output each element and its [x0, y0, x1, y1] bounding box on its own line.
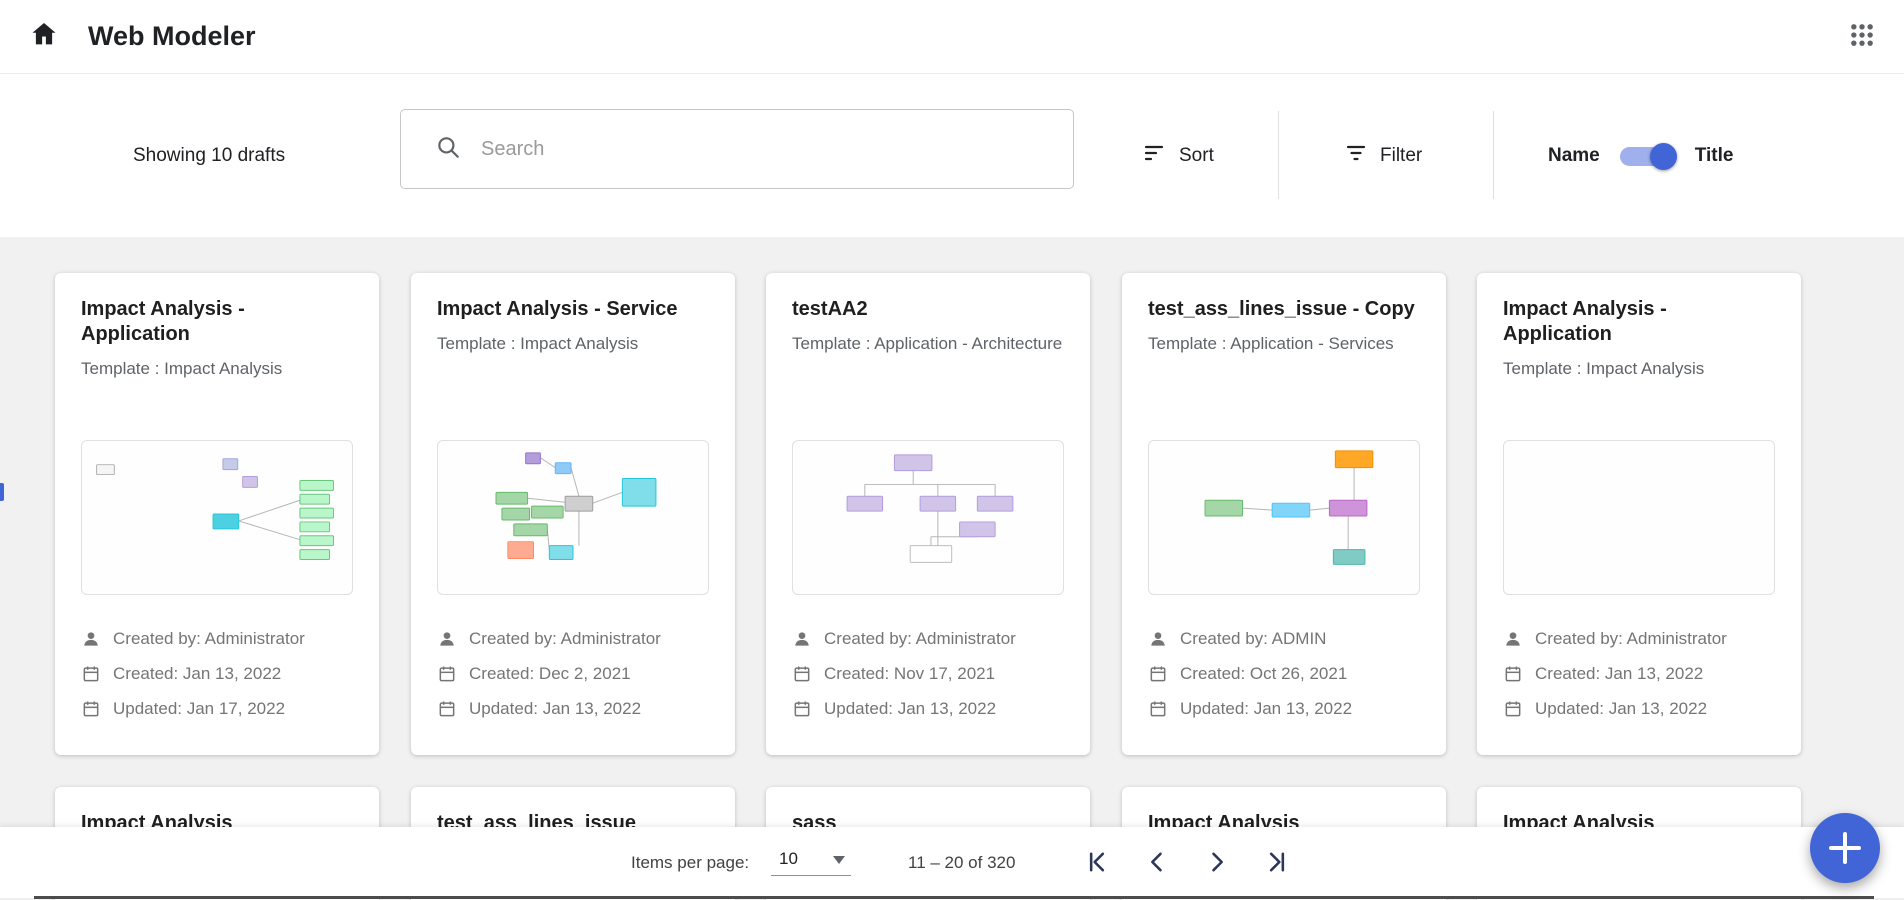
draft-template: Template : Impact Analysis	[81, 359, 283, 378]
page-title: Web Modeler	[88, 21, 256, 51]
draft-template: Template : Impact Analysis	[437, 334, 639, 353]
updated-date-text: Updated: Jan 13, 2022	[469, 699, 642, 718]
toggle-label-name: Name	[1548, 144, 1600, 166]
showing-count-label: Showing 10 drafts	[133, 144, 286, 166]
search-input[interactable]	[481, 137, 1041, 161]
diagram-preview	[846, 454, 1014, 563]
calendar-icon	[1503, 699, 1523, 719]
first-page-icon	[1083, 848, 1111, 879]
calendar-icon	[81, 664, 101, 684]
draft-card[interactable]: testAA2 Template : Application - Archite…	[766, 273, 1090, 755]
updated-date-text: Updated: Jan 13, 2022	[824, 699, 997, 718]
home-button[interactable]	[26, 19, 62, 55]
chevron-down-icon	[833, 849, 845, 869]
pagination-bar: Items per page: 10 11 – 20 of 320	[0, 827, 1904, 898]
calendar-icon	[792, 699, 812, 719]
last-page-icon	[1263, 848, 1291, 879]
search-box[interactable]	[400, 109, 1074, 189]
draft-thumbnail	[1503, 440, 1775, 595]
updated-date-text: Updated: Jan 13, 2022	[1180, 699, 1353, 718]
filter-icon	[1344, 141, 1368, 171]
calendar-icon	[1503, 664, 1523, 684]
chevron-left-icon	[1143, 848, 1171, 879]
updated-date-text: Updated: Jan 17, 2022	[113, 699, 286, 718]
last-page-button[interactable]	[1254, 840, 1300, 886]
draft-title: Impact Analysis - Application	[1503, 298, 1667, 345]
updated-date-text: Updated: Jan 13, 2022	[1535, 699, 1708, 718]
apps-grid-icon	[1848, 21, 1876, 54]
first-page-button[interactable]	[1074, 840, 1120, 886]
draft-template: Template : Application - Services	[1148, 334, 1394, 353]
draft-card[interactable]: Impact Analysis - Service Template : Imp…	[411, 273, 735, 755]
toolbar-divider	[1278, 111, 1279, 199]
draft-template: Template : Impact Analysis	[1503, 359, 1705, 378]
created-date-text: Created: Nov 17, 2021	[824, 664, 996, 683]
search-icon	[435, 134, 461, 165]
filter-label: Filter	[1380, 144, 1423, 166]
person-icon	[437, 629, 457, 649]
items-per-page-select[interactable]: 10	[771, 842, 851, 876]
created-date-text: Created: Jan 13, 2022	[113, 664, 282, 683]
draft-card[interactable]: Impact Analysis - Application Template :…	[1477, 273, 1801, 755]
person-icon	[792, 629, 812, 649]
created-date-text: Created: Dec 2, 2021	[469, 664, 631, 683]
draft-thumbnail	[81, 440, 353, 595]
diagram-preview	[1504, 441, 1774, 594]
created-by-text: Created by: Administrator	[469, 629, 661, 648]
toggle-label-title: Title	[1694, 144, 1734, 166]
calendar-icon	[792, 664, 812, 684]
diagram-preview	[495, 452, 657, 560]
calendar-icon	[1148, 699, 1168, 719]
page-range-label: 11 – 20 of 320	[908, 853, 1016, 872]
left-edge-marker	[0, 483, 4, 501]
calendar-icon	[1148, 664, 1168, 684]
window-bottom-edge	[34, 896, 1874, 899]
calendar-icon	[81, 699, 101, 719]
created-by-text: Created by: ADMIN	[1180, 629, 1327, 648]
draft-thumbnail	[792, 440, 1064, 595]
chevron-right-icon	[1203, 848, 1231, 879]
created-date-text: Created: Jan 13, 2022	[1535, 664, 1704, 683]
draft-card[interactable]: test_ass_lines_issue - Copy Template : A…	[1122, 273, 1446, 755]
filter-button[interactable]: Filter	[1344, 74, 1422, 237]
draft-title: testAA2	[792, 298, 868, 320]
sort-icon	[1143, 141, 1167, 171]
items-per-page-value: 10	[779, 848, 798, 868]
apps-menu-button[interactable]	[1846, 21, 1878, 53]
sort-label: Sort	[1179, 144, 1214, 166]
diagram-preview	[96, 458, 334, 560]
calendar-icon	[437, 664, 457, 684]
add-draft-fab[interactable]	[1810, 813, 1880, 883]
switch-knob	[1649, 142, 1677, 170]
toolbar: Showing 10 drafts Sort Filter Name Title	[0, 74, 1904, 237]
person-icon	[1148, 629, 1168, 649]
draft-title: Impact Analysis - Application	[81, 298, 245, 345]
draft-title: test_ass_lines_issue - Copy	[1148, 298, 1415, 320]
person-icon	[1503, 629, 1523, 649]
calendar-icon	[437, 699, 457, 719]
draft-thumbnail	[437, 440, 709, 595]
person-icon	[81, 629, 101, 649]
created-by-text: Created by: Administrator	[1535, 629, 1727, 648]
toolbar-divider	[1493, 111, 1494, 199]
draft-title: Impact Analysis - Service	[437, 298, 678, 320]
next-page-button[interactable]	[1194, 840, 1240, 886]
items-per-page-label: Items per page:	[631, 853, 750, 872]
created-date-text: Created: Oct 26, 2021	[1180, 664, 1348, 683]
previous-page-button[interactable]	[1134, 840, 1180, 886]
created-by-text: Created by: Administrator	[113, 629, 305, 648]
sort-button[interactable]: Sort	[1143, 74, 1214, 237]
draft-thumbnail	[1148, 440, 1420, 595]
draft-template: Template : Application - Architecture	[792, 334, 1063, 353]
diagram-preview	[1204, 450, 1374, 565]
created-by-text: Created by: Administrator	[824, 629, 1016, 648]
app-header: Web Modeler	[0, 0, 1904, 74]
name-title-toggle-group: Name Title	[1548, 74, 1733, 237]
draft-card[interactable]: Impact Analysis - Application Template :…	[55, 273, 379, 755]
name-title-switch[interactable]	[1619, 142, 1677, 170]
home-icon	[29, 19, 59, 54]
